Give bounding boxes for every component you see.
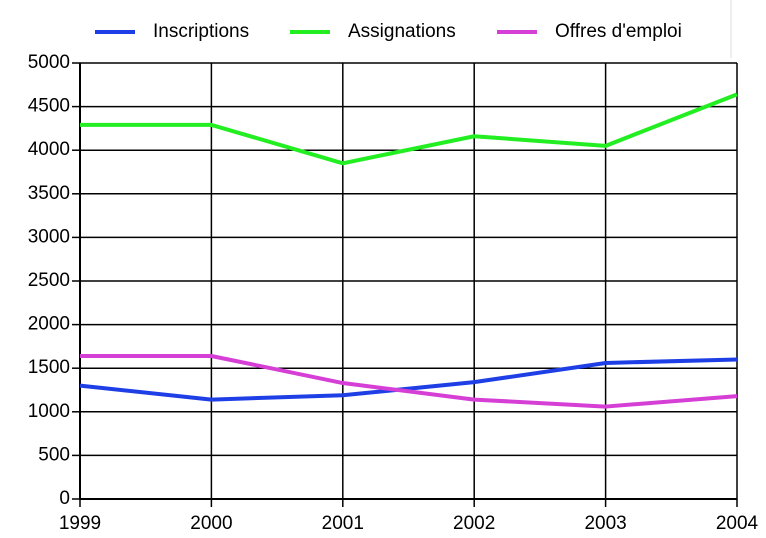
y-tick-label: 0 bbox=[59, 488, 70, 509]
x-tick-label: 1999 bbox=[59, 513, 101, 534]
series-line bbox=[80, 353, 738, 409]
legend-label: Inscriptions bbox=[153, 21, 249, 42]
y-tick-label: 3000 bbox=[28, 226, 70, 247]
y-tick-label: 500 bbox=[38, 444, 70, 465]
y-tick-label: 4500 bbox=[28, 96, 70, 117]
y-tick-label: 2000 bbox=[28, 314, 70, 335]
y-tick-label: 4000 bbox=[28, 139, 70, 160]
x-tick-label: 2004 bbox=[716, 513, 759, 534]
x-tick-label: 2000 bbox=[190, 513, 232, 534]
y-tick-label: 1500 bbox=[28, 357, 70, 378]
x-tick-label: 2001 bbox=[322, 513, 364, 534]
y-tick-label: 2500 bbox=[28, 270, 70, 291]
x-tick-label: 2002 bbox=[453, 513, 495, 534]
y-tick-label: 1000 bbox=[28, 401, 70, 422]
y-tick-label: 3500 bbox=[28, 183, 70, 204]
series-line bbox=[79, 357, 738, 402]
legend-label: Offres d'emploi bbox=[555, 21, 682, 42]
legend-label: Assignations bbox=[348, 21, 456, 42]
series-line bbox=[80, 92, 738, 166]
x-tick-label: 2003 bbox=[584, 513, 626, 534]
y-tick-label: 5000 bbox=[28, 52, 70, 73]
